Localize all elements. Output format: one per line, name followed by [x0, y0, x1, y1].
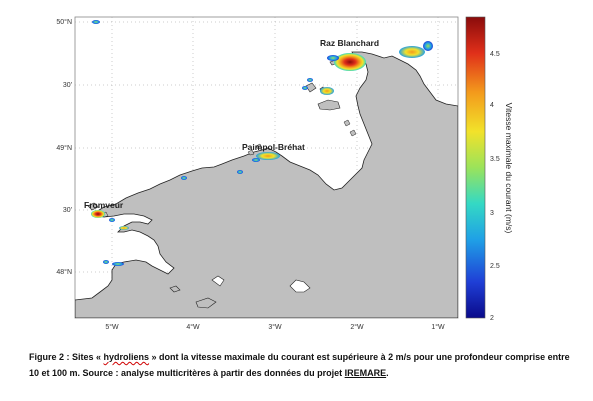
caption-part1: Figure 2 : Sites «: [29, 352, 104, 362]
current-speed-layer: [91, 20, 433, 266]
latitude-ticks: 50°N 30' 49°N 30' 48°N: [56, 18, 72, 276]
lon-tick: 4°W: [186, 323, 200, 331]
lon-tick: 3°W: [268, 323, 282, 331]
island-jersey: [317, 99, 341, 111]
lon-tick: 2°W: [350, 323, 364, 331]
lat-tick: 49°N: [56, 144, 72, 152]
island-groix: [169, 285, 181, 293]
lat-tick: 50°N: [56, 18, 72, 26]
lat-tick: 30': [63, 82, 72, 89]
colorbar-tick: 4: [490, 102, 494, 109]
lon-tick: 5°W: [105, 323, 119, 331]
island-ouessant: [87, 202, 99, 211]
hotspot-raz-blanchard: [334, 53, 366, 71]
mainland-brittany: [75, 51, 458, 318]
colorbar-tick: 2: [490, 315, 494, 322]
site-label-raz-blanchard: Raz Blanchard: [320, 38, 379, 48]
caption-part2: » dont la vitesse maximale du courant es…: [29, 352, 570, 378]
hotspot-fromveur: [91, 210, 105, 218]
figure-caption: Figure 2 : Sites « hydroliens » dont la …: [29, 349, 574, 381]
lon-tick: 1°W: [431, 323, 445, 331]
caption-end: .: [386, 368, 389, 378]
site-label-fromveur: Fromveur: [84, 200, 124, 210]
colorbar-tick: 3.5: [490, 156, 500, 163]
colorbar-label: Vitesse maximale du courant (m/s): [504, 103, 514, 234]
island-belle-ile: [195, 297, 217, 309]
island-guernsey: [305, 82, 317, 93]
longitude-ticks: 5°W 4°W 3°W 2°W 1°W: [105, 323, 445, 331]
caption-hydroliens: hydroliens: [103, 352, 150, 362]
caption-project-name: IREMARE: [344, 368, 387, 378]
hotspot-paimpol-brehat: [256, 152, 280, 160]
colorbar-tick: 3: [490, 210, 494, 217]
land: [75, 51, 458, 318]
lat-tick: 48°N: [56, 268, 72, 276]
lat-tick: 30': [63, 207, 72, 214]
site-label-paimpol-brehat: Paimpol-Bréhat: [242, 142, 305, 152]
colorbar-tick: 2.5: [490, 263, 500, 270]
colorbar-ticks: 4.5 4 3.5 3 2.5 2: [490, 51, 500, 322]
colorbar: [465, 16, 486, 319]
colorbar-tick: 4.5: [490, 51, 500, 58]
